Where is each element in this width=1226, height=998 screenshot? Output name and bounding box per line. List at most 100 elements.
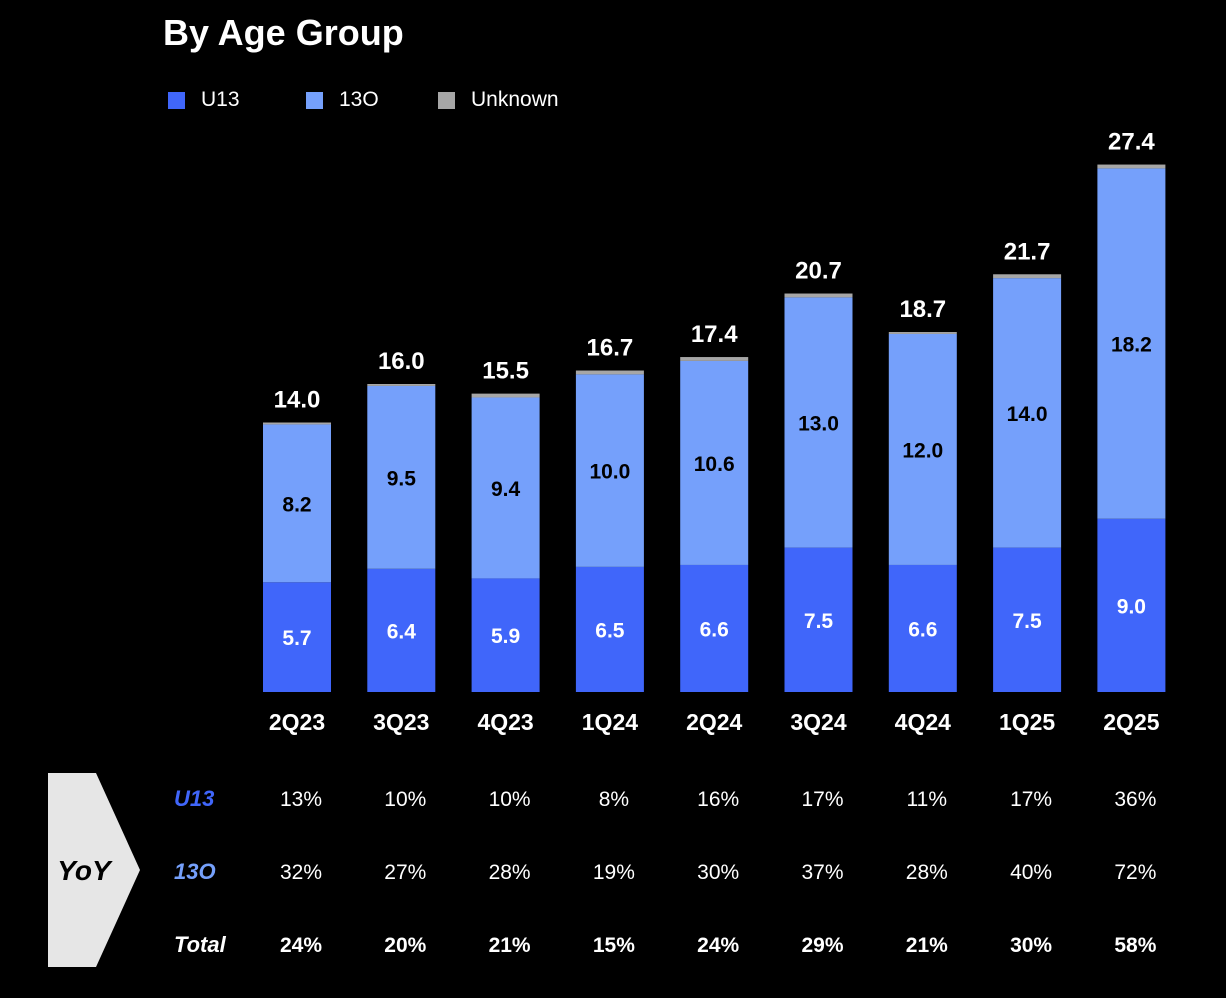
total-label-1q24: 16.7	[587, 335, 634, 362]
yoy-cell-u13-3q23: 10%	[384, 788, 426, 811]
yoy-cell-total-1q25: 30%	[1010, 934, 1052, 957]
data-label-13o-2q25: 18.2	[1111, 334, 1152, 357]
data-label-13o-2q23: 8.2	[282, 493, 311, 516]
x-tick-label-3q24: 3Q24	[790, 709, 846, 735]
yoy-cell-13o-2q24: 30%	[697, 861, 739, 884]
data-label-u13-1q25: 7.5	[1012, 610, 1042, 633]
data-label-u13-2q24: 6.6	[700, 618, 729, 641]
yoy-cell-u13-4q24: 11%	[907, 788, 947, 811]
bar-u13-4q24	[888, 564, 957, 692]
x-tick-label-2q24: 2Q24	[686, 709, 742, 735]
data-label-13o-2q24: 10.6	[694, 453, 735, 476]
data-label-u13-4q23: 5.9	[491, 625, 520, 648]
bar-u13-3q24	[784, 547, 853, 692]
yoy-cell-total-3q24: 29%	[801, 934, 843, 957]
bar-13o-3q24	[784, 297, 853, 548]
yoy-cell-total-3q23: 20%	[384, 934, 426, 957]
x-tick-label-4q23: 4Q23	[477, 709, 533, 735]
yoy-cell-total-1q24: 15%	[593, 934, 635, 957]
data-label-13o-3q24: 13.0	[798, 413, 839, 436]
yoy-cell-u13-1q25: 17%	[1010, 788, 1052, 811]
total-label-1q25: 21.7	[1004, 238, 1051, 265]
bar-unknown-2q25	[1097, 164, 1166, 169]
bar-13o-2q24	[680, 360, 749, 565]
legend-item-u13: U13	[168, 88, 240, 112]
bar-unknown-1q24	[575, 370, 644, 375]
bar-13o-4q24	[888, 333, 957, 565]
bar-u13-1q25	[993, 547, 1062, 692]
legend-item-unknown: Unknown	[438, 88, 559, 112]
data-label-u13-2q23: 5.7	[282, 627, 311, 650]
bar-u13-2q24	[680, 564, 749, 692]
yoy-cell-u13-2q23: 13%	[280, 788, 322, 811]
legend-label-unknown: Unknown	[471, 88, 559, 111]
data-label-13o-4q24: 12.0	[902, 439, 943, 462]
yoy-row-label-13o: 13O	[174, 859, 216, 884]
yoy-cell-total-4q23: 21%	[489, 934, 531, 957]
bar-u13-4q23	[471, 578, 540, 692]
legend-label-13o: 13O	[339, 88, 379, 111]
yoy-row-label-u13: U13	[174, 786, 214, 811]
yoy-cell-13o-4q24: 28%	[906, 861, 948, 884]
total-label-4q23: 15.5	[482, 358, 529, 385]
yoy-cell-u13-1q24: 8%	[599, 788, 629, 811]
total-label-3q24: 20.7	[795, 258, 842, 285]
bar-13o-2q25	[1097, 168, 1166, 519]
yoy-cell-total-2q24: 24%	[697, 934, 739, 957]
yoy-cell-13o-1q25: 40%	[1010, 861, 1052, 884]
legend-swatch-unknown	[438, 91, 455, 109]
data-label-u13-2q25: 9.0	[1117, 595, 1146, 618]
bar-unknown-2q23	[263, 422, 331, 425]
total-label-3q23: 16.0	[378, 348, 425, 375]
bar-13o-4q23	[471, 397, 540, 579]
data-label-13o-4q23: 9.4	[491, 478, 521, 501]
total-label-2q25: 27.4	[1108, 129, 1155, 156]
legend-label-u13: U13	[201, 88, 240, 111]
total-label-2q24: 17.4	[691, 321, 738, 348]
yoy-arrow-shape	[48, 773, 140, 967]
total-label-4q24: 18.7	[899, 296, 946, 323]
yoy-label: YoY	[57, 855, 113, 886]
x-tick-label-3q23: 3Q23	[373, 709, 429, 735]
yoy-cell-u13-2q25: 36%	[1114, 788, 1156, 811]
data-label-13o-1q25: 14.0	[1007, 403, 1048, 426]
bar-13o-3q23	[367, 385, 436, 569]
bar-unknown-2q24	[680, 357, 749, 361]
bar-13o-2q23	[263, 424, 331, 583]
yoy-cell-13o-3q24: 37%	[801, 861, 843, 884]
bar-13o-1q24	[575, 374, 644, 567]
data-label-u13-1q24: 6.5	[595, 619, 625, 642]
yoy-row-label-total: Total	[174, 932, 227, 957]
bar-u13-1q24	[575, 566, 644, 692]
yoy-cell-13o-4q23: 28%	[489, 861, 531, 884]
bar-u13-3q23	[367, 568, 436, 692]
chart-title: By Age Group	[163, 12, 404, 53]
data-label-u13-4q24: 6.6	[908, 618, 937, 641]
bar-unknown-4q24	[888, 332, 957, 334]
yoy-cell-total-4q24: 21%	[906, 934, 948, 957]
yoy-cell-total-2q23: 24%	[280, 934, 322, 957]
bar-unknown-1q25	[993, 274, 1062, 279]
data-label-13o-1q24: 10.0	[589, 461, 630, 484]
x-tick-label-2q23: 2Q23	[269, 709, 325, 735]
x-tick-label-2q25: 2Q25	[1103, 709, 1159, 735]
yoy-cell-u13-4q23: 10%	[489, 788, 531, 811]
yoy-arrow: YoY	[48, 773, 140, 967]
x-tick-label-4q24: 4Q24	[895, 709, 951, 735]
yoy-cell-13o-3q23: 27%	[384, 861, 426, 884]
legend-swatch-13o	[306, 91, 323, 109]
bar-unknown-3q24	[784, 293, 853, 298]
bar-13o-1q25	[993, 278, 1062, 548]
x-tick-label-1q24: 1Q24	[582, 709, 638, 735]
bar-u13-2q25	[1097, 518, 1166, 692]
bar-unknown-3q23	[367, 384, 436, 386]
legend-item-13o: 13O	[306, 88, 379, 112]
yoy-cell-total-2q25: 58%	[1114, 934, 1156, 957]
yoy-cell-13o-2q25: 72%	[1114, 861, 1156, 884]
data-label-u13-3q24: 7.5	[804, 610, 834, 633]
total-label-2q23: 14.0	[274, 387, 321, 414]
x-tick-label-1q25: 1Q25	[999, 709, 1055, 735]
yoy-cell-13o-2q23: 32%	[280, 861, 322, 884]
yoy-cell-u13-2q24: 16%	[697, 788, 739, 811]
yoy-cell-u13-3q24: 17%	[801, 788, 843, 811]
